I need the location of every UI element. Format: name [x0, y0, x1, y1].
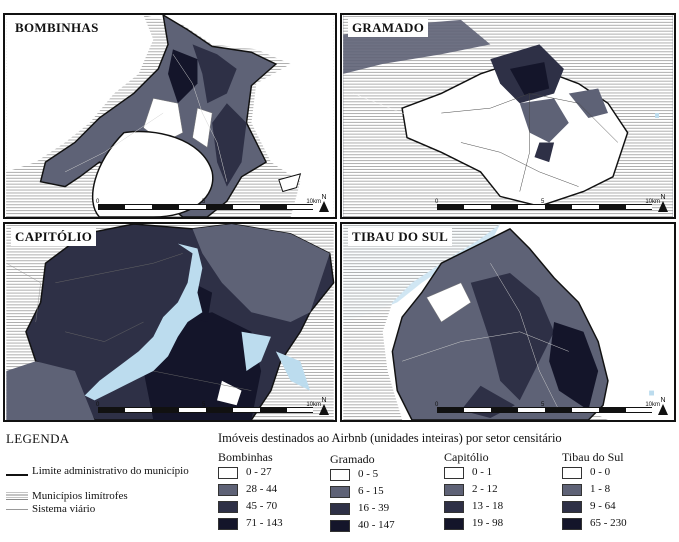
- scale-label-mid: 5: [202, 402, 206, 408]
- scale-bar: 0 5 10km: [96, 199, 321, 210]
- map-panel-capitolio: CAPITÓLIO 0 5 10km N: [3, 222, 337, 422]
- map-gramado: [343, 15, 673, 217]
- class-column-title: Capitólio: [444, 450, 489, 464]
- north-arrow-icon: N: [318, 397, 330, 415]
- scale-bar: 0 5 10km: [96, 402, 321, 413]
- class-swatch: [444, 484, 464, 496]
- class-label: 16 - 39: [358, 502, 390, 514]
- scale-label-end: 10km: [306, 402, 321, 408]
- class-column-title: Tibau do Sul: [562, 450, 624, 464]
- class-swatch: [330, 469, 350, 481]
- class-swatch: [562, 467, 582, 479]
- road-line-icon: [6, 509, 28, 510]
- scale-label-mid: 5: [541, 402, 545, 408]
- map-panel-tibau-do-sul: TIBAU DO SUL 0 5 10km N: [340, 222, 676, 422]
- class-swatch: [562, 484, 582, 496]
- class-label: 65 - 230: [590, 517, 627, 529]
- class-swatch: [330, 503, 350, 515]
- class-swatch: [330, 520, 350, 532]
- scale-label-end: 10km: [645, 402, 660, 408]
- scale-label-zero: 0: [435, 199, 439, 205]
- legend-item-label: Sistema viário: [32, 503, 96, 515]
- class-swatch: [218, 484, 238, 496]
- north-arrow-icon: N: [318, 194, 330, 212]
- class-label: 0 - 0: [590, 466, 611, 478]
- map-panel-gramado: GRAMADO 0 5 10km N: [340, 13, 676, 219]
- class-column-title: Gramado: [330, 452, 375, 466]
- class-swatch: [444, 501, 464, 513]
- class-label: 28 - 44: [246, 483, 278, 495]
- class-label: 9 - 64: [590, 500, 616, 512]
- class-label: 1 - 8: [590, 483, 611, 495]
- classification-title: Imóveis destinados ao Airbnb (unidades i…: [218, 431, 562, 445]
- north-arrow-icon: N: [657, 194, 669, 212]
- scale-label-zero: 0: [435, 402, 439, 408]
- panel-title: TIBAU DO SUL: [348, 228, 453, 246]
- class-column-title: Bombinhas: [218, 450, 273, 464]
- class-swatch: [562, 518, 582, 530]
- scale-label-zero: 0: [96, 402, 100, 408]
- class-swatch: [444, 518, 464, 530]
- map-capitolio: [6, 224, 335, 420]
- class-label: 0 - 1: [472, 466, 493, 478]
- class-label: 13 - 18: [472, 500, 504, 512]
- class-label: 40 - 147: [358, 519, 395, 531]
- panel-title: BOMBINHAS: [11, 19, 103, 37]
- class-swatch: [218, 467, 238, 479]
- panel-title: CAPITÓLIO: [11, 228, 97, 246]
- class-swatch: [218, 518, 238, 530]
- class-label: 6 - 15: [358, 485, 384, 497]
- class-swatch: [562, 501, 582, 513]
- scale-label-end: 10km: [306, 199, 321, 205]
- scale-bar: 0 5 10km: [435, 199, 660, 210]
- class-label: 0 - 5: [358, 468, 379, 480]
- class-swatch: [444, 467, 464, 479]
- scale-bar: 0 5 10km: [435, 402, 660, 413]
- boundary-line-icon: [6, 474, 28, 476]
- class-swatch: [330, 486, 350, 498]
- map-bombinhas: [6, 15, 334, 217]
- legend-title: LEGENDA: [6, 431, 70, 446]
- class-label: 2 - 12: [472, 483, 498, 495]
- class-swatch: [218, 501, 238, 513]
- map-panel-bombinhas: BOMBINHAS 0 5 10km N: [3, 13, 337, 219]
- class-label: 19 - 98: [472, 517, 504, 529]
- scale-label-mid: 5: [202, 199, 206, 205]
- scale-label-end: 10km: [645, 199, 660, 205]
- class-label: 0 - 27: [246, 466, 272, 478]
- legend-item-label: Limite administrativo do município: [32, 465, 189, 477]
- north-arrow-icon: N: [657, 397, 669, 415]
- map-tibau-do-sul: [343, 224, 673, 420]
- class-label: 45 - 70: [246, 500, 278, 512]
- class-label: 71 - 143: [246, 517, 283, 529]
- panel-title: GRAMADO: [348, 19, 429, 37]
- legend-item-label: Municípios limítrofes: [32, 490, 128, 502]
- hatch-icon: [6, 491, 28, 500]
- scale-label-zero: 0: [96, 199, 100, 205]
- scale-label-mid: 5: [541, 199, 545, 205]
